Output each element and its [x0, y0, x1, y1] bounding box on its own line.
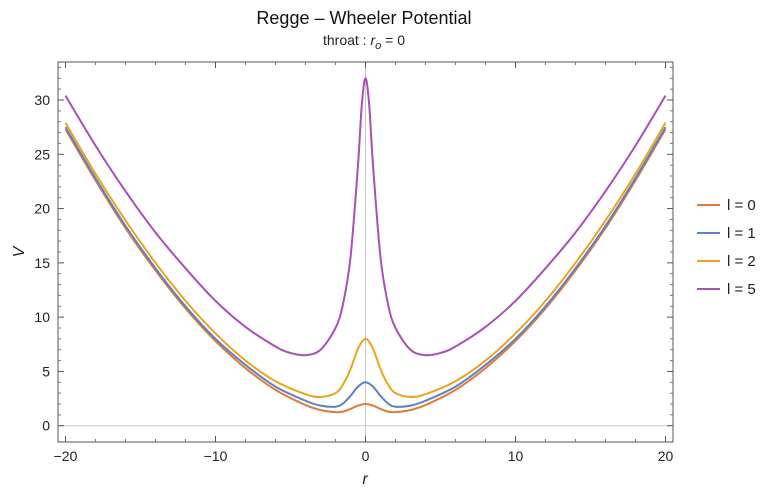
subtitle-subscript: o [375, 40, 381, 52]
legend: l = 0 l = 1 l = 2 l = 5 [697, 197, 756, 298]
legend-label-l-0: l = 0 [727, 197, 756, 214]
series-line-l-2 [64, 122, 667, 398]
x-tick-label: 20 [658, 448, 674, 464]
chart-title: Regge – Wheeler Potential [256, 8, 471, 28]
legend-label-l-1: l = 1 [727, 225, 756, 242]
series-line-l-5 [64, 77, 667, 357]
legend-label-l-5: l = 5 [727, 281, 756, 298]
y-tick-label: 30 [34, 92, 50, 108]
legend-label-l-2: l = 2 [727, 253, 756, 270]
chart-subtitle: throat : ro = 0 [323, 32, 405, 52]
x-axis-ticks: −20 −10 0 10 20 [54, 62, 674, 464]
subtitle-suffix: = 0 [381, 32, 405, 48]
series-lines [64, 77, 667, 414]
y-tick-label: 0 [42, 418, 50, 434]
y-tick-label: 20 [34, 201, 50, 217]
x-tick-label: −20 [54, 448, 78, 464]
x-tick-label: −10 [204, 448, 228, 464]
y-axis-label: V [11, 245, 28, 257]
y-tick-label: 10 [34, 309, 50, 325]
subtitle-variable: r [370, 32, 376, 48]
series-line-l-1 [64, 126, 667, 408]
x-tick-label: 0 [362, 448, 370, 464]
y-axis-ticks: 0 5 10 15 20 25 30 [34, 66, 673, 434]
y-tick-label: 15 [34, 255, 50, 271]
series-line-l-0 [64, 128, 667, 414]
x-tick-label: 10 [508, 448, 524, 464]
x-axis-label: r [362, 471, 368, 488]
y-tick-label: 5 [42, 363, 50, 379]
subtitle-prefix: throat : [323, 32, 370, 48]
y-tick-label: 25 [34, 146, 50, 162]
